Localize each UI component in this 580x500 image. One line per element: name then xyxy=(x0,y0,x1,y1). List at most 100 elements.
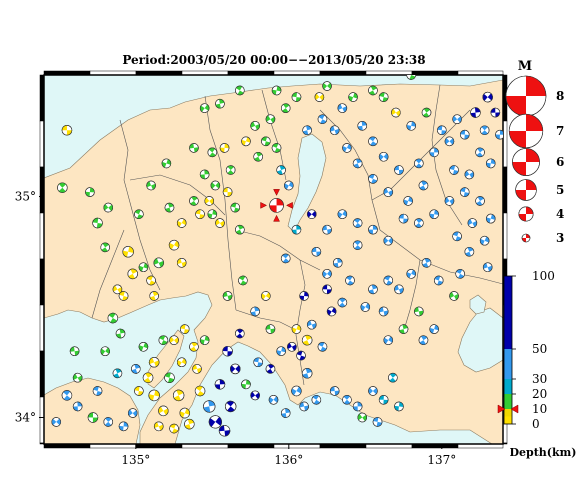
mechanism-beachball xyxy=(403,196,413,206)
magnitude-legend-title: M xyxy=(518,59,532,74)
mechanism-beachball xyxy=(222,291,233,301)
mechanism-beachball xyxy=(449,291,459,301)
mechanism-beachball xyxy=(207,147,218,158)
mechanism-beachball xyxy=(199,335,210,345)
mechanism-beachball xyxy=(378,395,389,405)
mechanism-beachball xyxy=(127,268,138,280)
mechanism-beachball xyxy=(464,169,475,180)
mechanism-beachball xyxy=(482,91,493,103)
mechanism-beachball xyxy=(444,136,455,147)
mechanism-beachball xyxy=(296,350,306,361)
mechanism-beachball xyxy=(253,357,264,368)
mechanism-beachball xyxy=(238,275,248,286)
mechanism-beachball xyxy=(210,180,221,191)
lake-biwa xyxy=(287,133,327,233)
mechanism-beachball xyxy=(368,386,378,396)
mechanism-beachball xyxy=(215,98,225,109)
mechanism-beachball xyxy=(291,385,302,397)
mechanism-beachball xyxy=(214,379,226,390)
mechanism-beachball xyxy=(149,291,159,301)
magnitude-legend-ball xyxy=(518,206,534,222)
mechanism-beachball xyxy=(348,92,358,102)
mechanism-beachball xyxy=(112,284,123,295)
mechanism-beachball xyxy=(235,224,245,235)
mechanism-beachball xyxy=(429,147,439,158)
depth-tick-label: 100 xyxy=(532,269,555,283)
mechanism-beachball xyxy=(322,284,332,295)
mechanism-beachball xyxy=(199,103,210,113)
mechanism-beachball xyxy=(398,213,409,224)
mechanism-beachball xyxy=(329,125,340,136)
mechanism-beachball xyxy=(383,187,394,197)
mechanism-beachball xyxy=(490,107,501,118)
mechanism-beachball xyxy=(295,31,308,44)
mechanism-beachball xyxy=(322,81,332,91)
mechanism-beachball xyxy=(414,218,424,228)
mechanism-beachball xyxy=(378,306,389,317)
mechanism-beachball xyxy=(134,386,144,396)
mikawa-bay xyxy=(469,294,487,315)
period-title: Period:2003/05/20 00:00−−2013/05/20 23:3… xyxy=(122,53,425,67)
mechanism-beachball xyxy=(413,32,424,43)
mechanism-beachball xyxy=(253,151,264,162)
mechanism-beachball xyxy=(372,417,383,427)
mechanism-beachball xyxy=(219,143,230,153)
mechanism-beachball xyxy=(235,328,245,339)
mechanism-beachball xyxy=(311,246,322,257)
mechanism-beachball xyxy=(280,253,291,264)
mechanism-beachball xyxy=(235,85,245,96)
mechanism-beachball xyxy=(485,158,496,169)
mechanism-beachball xyxy=(107,312,119,324)
mechanism-beachball xyxy=(394,284,404,295)
mechanism-beachball xyxy=(134,209,144,220)
mechanism-beachball xyxy=(378,92,389,102)
mechanism-beachball xyxy=(203,400,216,413)
mechanism-beachball xyxy=(390,36,402,48)
mechanism-beachball xyxy=(208,415,222,429)
mechanism-beachball xyxy=(161,158,172,169)
mechanism-beachball xyxy=(302,125,312,136)
mechanism-beachball xyxy=(189,143,199,153)
mechanism-beachball xyxy=(280,103,291,113)
mechanism-beachball xyxy=(421,107,432,118)
mechanism-beachball xyxy=(383,335,394,345)
mechanism-beachball xyxy=(406,75,417,80)
mechanism-beachball xyxy=(414,306,424,317)
mechanism-beachball xyxy=(299,401,309,412)
mechanism-beachball xyxy=(459,129,470,140)
mechanism-beachball xyxy=(306,319,317,330)
mechanism-beachball xyxy=(322,269,332,279)
depth-tick-label: 10 xyxy=(532,402,547,416)
mechanism-beachball xyxy=(276,346,286,356)
mechanism-beachball xyxy=(115,328,126,339)
lat-tick-label: 34° xyxy=(15,410,36,424)
mechanism-beachball xyxy=(265,114,276,124)
mechanism-beachball xyxy=(146,275,156,286)
mechanism-beachball xyxy=(250,390,260,401)
mechanism-beachball xyxy=(176,357,187,368)
mechanism-beachball xyxy=(421,258,432,268)
depth-band xyxy=(504,409,512,417)
magnitude-legend-label: 3 xyxy=(556,231,564,245)
mechanism-beachball xyxy=(388,372,398,383)
lat-tick-label: 35° xyxy=(15,190,36,204)
mechanism-beachball xyxy=(301,334,313,346)
map-frame xyxy=(43,74,504,445)
mechanism-layer xyxy=(51,31,503,437)
mechanism-beachball xyxy=(265,324,276,334)
mechanism-beachball xyxy=(394,401,404,412)
mechanism-beachball xyxy=(169,423,179,434)
mechanism-beachball xyxy=(406,269,417,279)
mechanism-beachball xyxy=(329,386,340,396)
mechanism-beachball xyxy=(455,269,465,279)
mechanism-beachball xyxy=(189,196,199,206)
mechanism-beachball xyxy=(153,421,164,432)
mechanism-beachball xyxy=(383,235,394,246)
mechanism-beachball xyxy=(241,379,251,390)
mechanism-beachball xyxy=(85,187,95,197)
mechanism-beachball xyxy=(271,143,282,153)
lon-tick-label: 136° xyxy=(274,453,303,467)
mechanism-beachball xyxy=(301,368,313,379)
